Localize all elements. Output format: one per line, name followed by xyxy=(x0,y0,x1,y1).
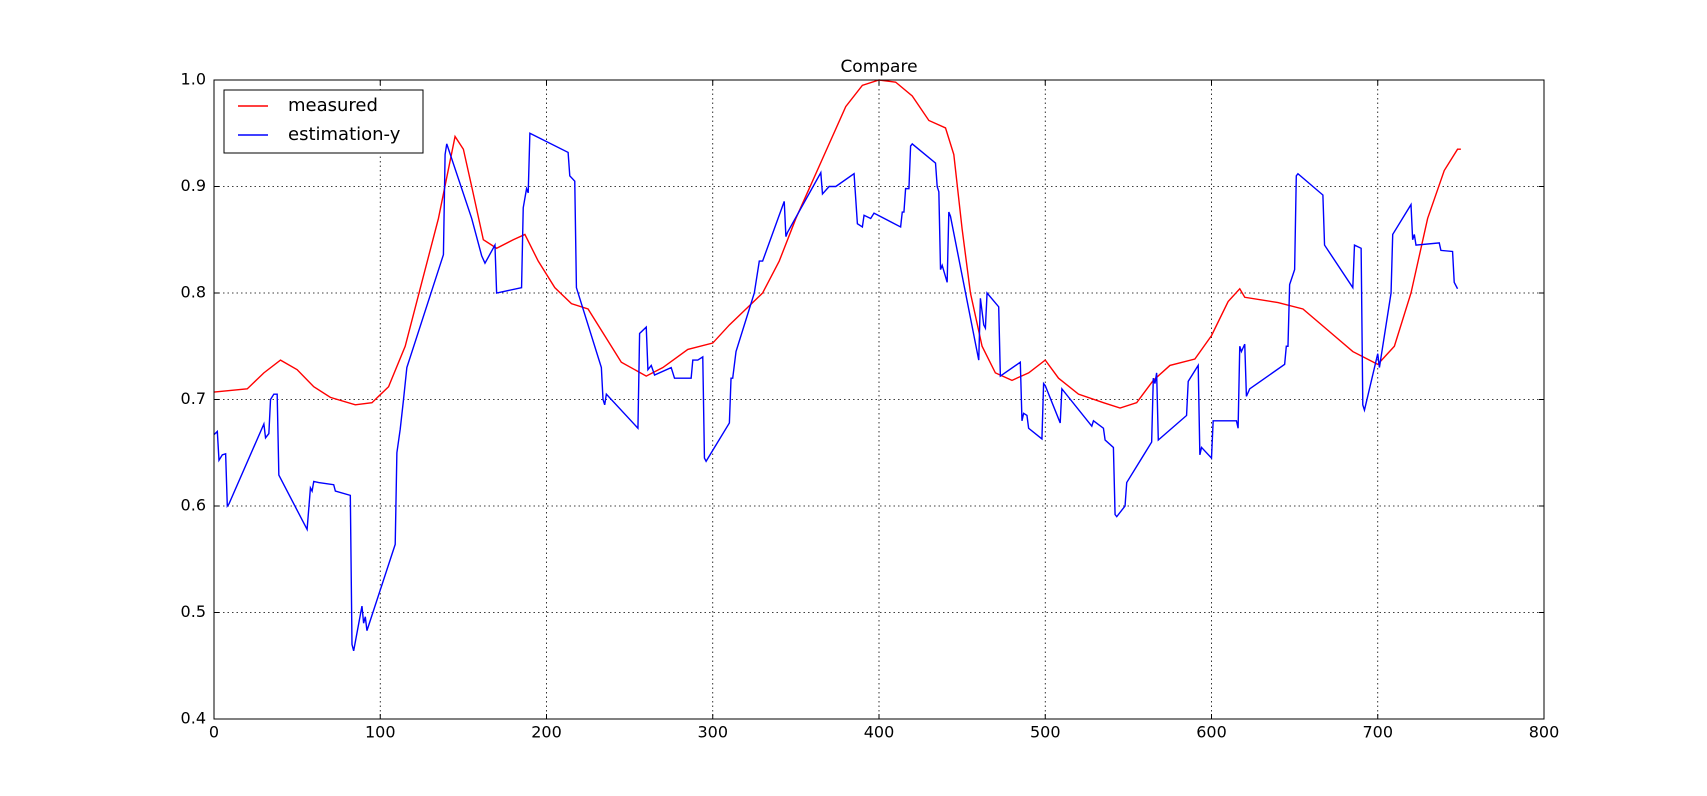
x-tick-label: 700 xyxy=(1362,723,1393,742)
x-tick-label: 300 xyxy=(697,723,728,742)
y-tick-label: 0.8 xyxy=(181,283,206,302)
x-tick-label: 800 xyxy=(1529,723,1560,742)
plot-frame xyxy=(213,79,1545,720)
x-tick-label: 500 xyxy=(1030,723,1061,742)
legend-label: measured xyxy=(288,95,378,116)
legend-box xyxy=(223,89,424,154)
y-tick-label: 1.0 xyxy=(181,70,206,89)
x-tick-label: 100 xyxy=(365,723,396,742)
y-tick-label: 0.4 xyxy=(181,709,206,728)
x-tick-label: 400 xyxy=(864,723,895,742)
x-tick-label: 600 xyxy=(1196,723,1227,742)
chart-title: Compare xyxy=(840,57,917,77)
y-tick-label: 0.7 xyxy=(181,389,206,408)
y-tick-label: 0.9 xyxy=(181,176,206,195)
x-tick-label: 200 xyxy=(531,723,562,742)
data-line xyxy=(213,132,1459,652)
legend-label: estimation-y xyxy=(288,124,401,145)
x-tick-label: 0 xyxy=(209,723,219,742)
y-tick-label: 0.5 xyxy=(181,602,206,621)
y-tick-label: 0.6 xyxy=(181,496,206,515)
